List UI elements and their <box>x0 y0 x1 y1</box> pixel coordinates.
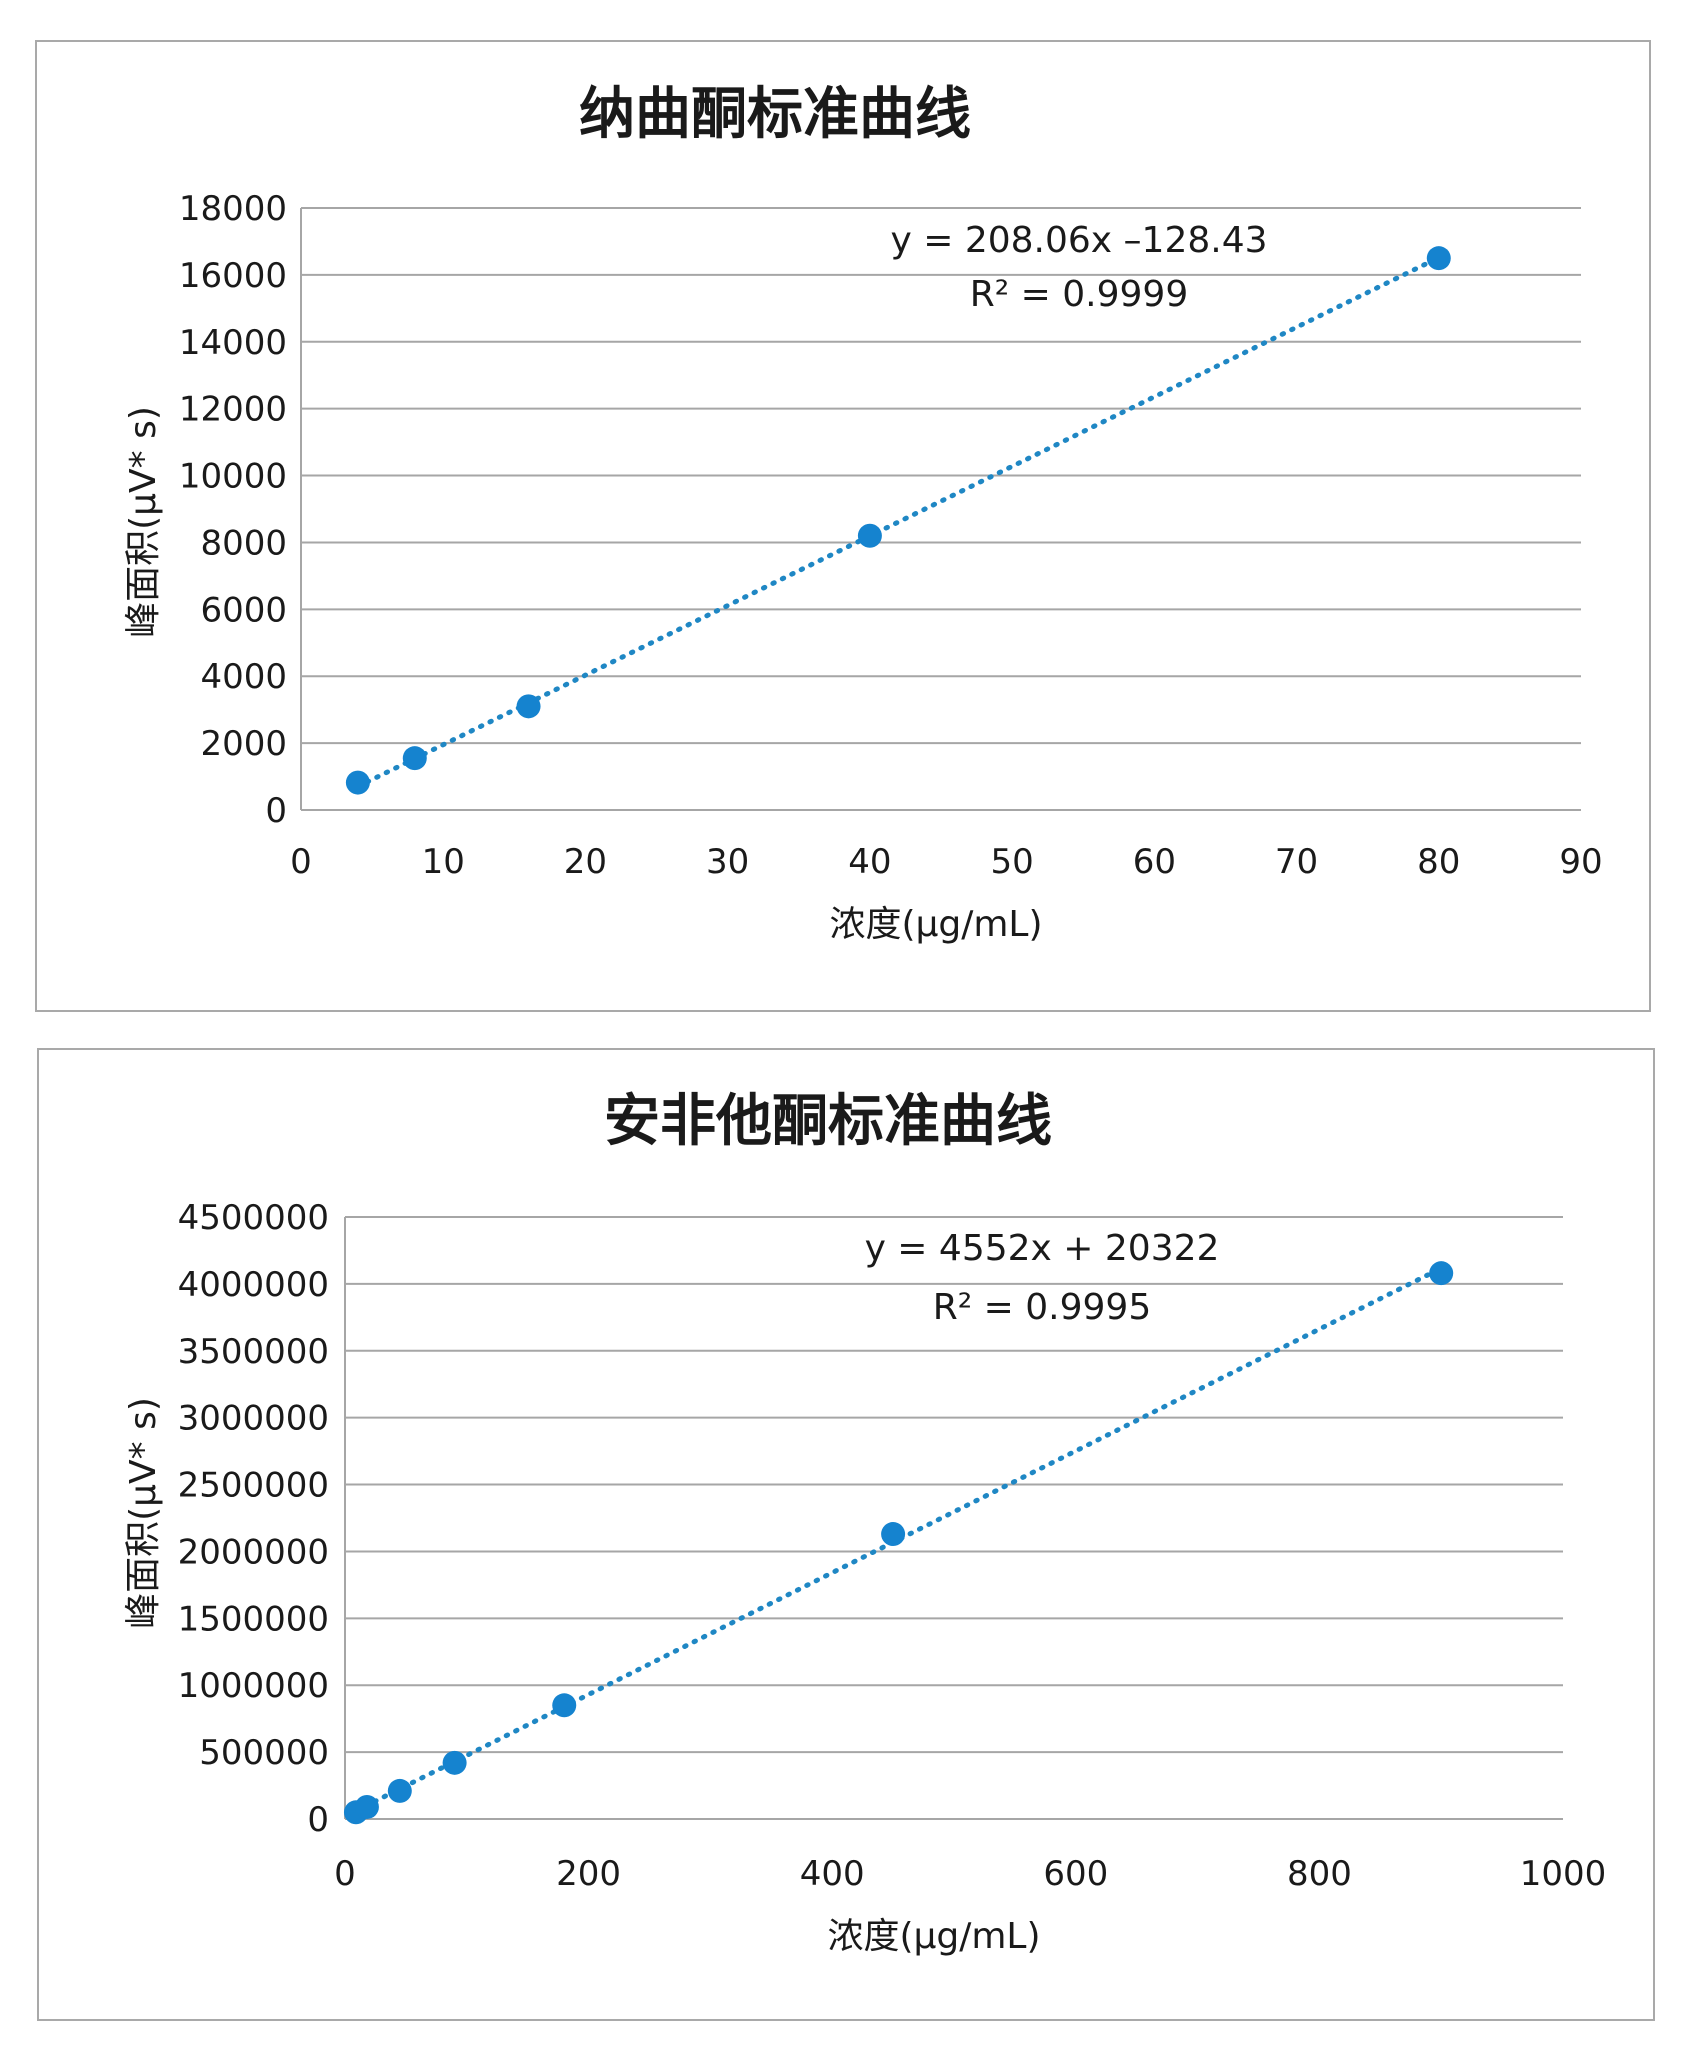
x-axis-label: 浓度(μg/mL) <box>827 1916 1040 1957</box>
y-tick-label: 4000 <box>200 657 287 697</box>
trendline-equation: y = 4552x + 20322 <box>865 1228 1220 1269</box>
y-tick-label: 3000000 <box>178 1399 329 1439</box>
x-tick-label: 30 <box>706 842 749 882</box>
naltrexone-chart-svg: 纳曲酮标准曲线 0 2000 4000 6000 8000 10000 12000 14000 1… <box>123 82 1603 945</box>
y-tick-label: 8000 <box>200 523 287 563</box>
data-point <box>857 523 882 548</box>
x-tick-label: 800 <box>1287 1854 1352 1894</box>
chart-title: 安非他酮标准曲线 <box>604 1089 1052 1154</box>
data-point <box>442 1750 467 1775</box>
data-point <box>345 770 370 795</box>
y-tick-label: 4000000 <box>178 1265 329 1305</box>
x-axis-label: 浓度(μg/mL) <box>829 904 1042 945</box>
x-tick-label: 400 <box>800 1854 865 1894</box>
x-tick-label: 1000 <box>1520 1854 1607 1894</box>
y-tick-label: 16000 <box>179 256 287 296</box>
y-tick-label: 12000 <box>179 390 287 430</box>
data-point <box>1426 246 1451 271</box>
r-squared-label: R² = 0.9995 <box>933 1287 1151 1328</box>
x-tick-label: 20 <box>564 842 607 882</box>
y-tick-label: 14000 <box>179 323 287 363</box>
y-tick-label: 4500000 <box>178 1198 329 1238</box>
x-tick-label: 0 <box>334 1854 356 1894</box>
trendline-equation: y = 208.06x –128.43 <box>890 220 1267 261</box>
y-tick-label: 2000000 <box>178 1532 329 1572</box>
x-tick-label: 40 <box>848 842 891 882</box>
x-tick-label: 70 <box>1275 842 1318 882</box>
y-tick-label: 6000 <box>200 590 287 630</box>
x-tick-label: 0 <box>290 842 312 882</box>
y-tick-label: 1000000 <box>178 1666 329 1706</box>
chart-panel-naltrexone: 纳曲酮标准曲线 0 2000 4000 6000 8000 10000 12000 14000 1… <box>35 40 1651 1012</box>
x-tick-label: 10 <box>422 842 465 882</box>
x-tick-label: 600 <box>1043 1854 1108 1894</box>
x-tick-label: 90 <box>1559 842 1602 882</box>
y-tick-label: 18000 <box>179 189 287 229</box>
y-axis-label: 峰面积(μV* s) <box>123 406 164 638</box>
data-point <box>387 1778 412 1803</box>
chart-title: 纳曲酮标准曲线 <box>579 82 971 147</box>
data-point <box>516 694 541 719</box>
y-tick-label: 1500000 <box>178 1599 329 1639</box>
y-tick-label: 0 <box>307 1800 329 1840</box>
r-squared-label: R² = 0.9999 <box>970 274 1188 315</box>
x-tick-label: 200 <box>556 1854 621 1894</box>
bupropion-chart-svg: 安非他酮标准曲线 0 500000 1000000 1500000 2000000 2500… <box>123 1089 1607 1957</box>
trendline <box>355 255 1442 789</box>
y-tick-label: 3500000 <box>178 1332 329 1372</box>
data-point <box>402 746 427 771</box>
y-axis-label: 峰面积(μV* s) <box>123 1397 164 1629</box>
x-tick-label: 50 <box>990 842 1033 882</box>
x-tick-label: 60 <box>1133 842 1176 882</box>
y-tick-label: 500000 <box>199 1733 329 1773</box>
data-point <box>881 1522 906 1547</box>
chart-panel-bupropion: 安非他酮标准曲线 0 500000 1000000 1500000 2000000 2500… <box>37 1048 1655 2021</box>
y-tick-label: 2000 <box>200 724 287 764</box>
x-tick-label: 80 <box>1417 842 1460 882</box>
y-tick-label: 2500000 <box>178 1466 329 1506</box>
data-point <box>552 1693 577 1718</box>
y-tick-label: 10000 <box>179 457 287 497</box>
data-point <box>1429 1261 1454 1286</box>
data-point <box>354 1794 379 1819</box>
y-tick-label: 0 <box>265 791 287 831</box>
